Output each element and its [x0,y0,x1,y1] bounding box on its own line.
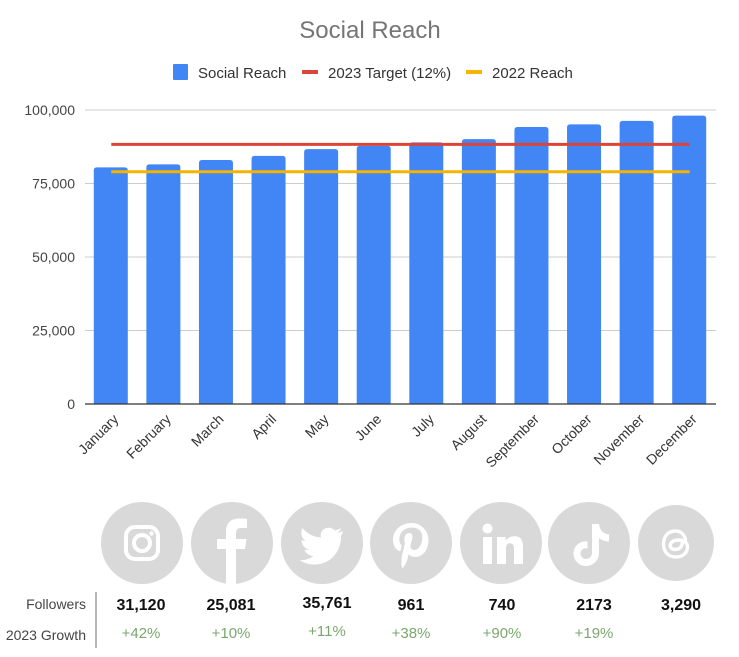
x-tick-label: April [248,411,279,442]
legend-swatch [302,70,318,74]
bar-february [146,164,181,404]
x-tick-label: February [123,411,174,462]
chart-title: Social Reach [299,17,440,44]
bar-september [514,127,549,404]
growth-value: +10% [211,625,251,642]
social-reach-chart: Social Reach Social Reach 2023 Target (12… [24,17,716,471]
bar-may [304,149,339,404]
x-tick-label: November [590,411,647,468]
bar-january [93,167,128,404]
chart-gridlines [85,109,716,331]
stat-column-twitter: 35,761 +11% [282,592,372,646]
followers-value: 35,761 [302,595,352,612]
stat-column-threads: 3,290 [636,592,726,648]
legend-label: 2022 Reach [492,65,573,82]
y-tick-label: 50,000 [32,249,75,265]
legend-label: 2023 Target (12%) [328,65,451,82]
y-tick-label: 25,000 [32,323,75,339]
x-tick-label: June [352,411,385,444]
followers-value: 2173 [576,597,612,614]
stat-column-facebook: 25,081 +10% [186,592,276,648]
followers-value: 31,120 [116,597,166,614]
growth-value: +38% [391,625,431,642]
growth-value: +11% [308,623,346,640]
x-tick-label: August [447,411,489,453]
pinterest-icon [370,502,452,584]
y-tick-label: 75,000 [32,176,75,192]
stat-column-instagram: 31,120 +42% [96,592,186,648]
bar-july [409,142,444,404]
followers-value: 3,290 [660,597,702,614]
x-tick-label: December [643,411,700,468]
legend-label: Social Reach [198,65,286,82]
x-tick-label: January [75,411,122,458]
bar-december [672,115,707,404]
x-tick-label: October [548,411,595,458]
legend-item: 2022 Reach [466,65,573,82]
threads-icon [635,502,717,584]
followers-value: 961 [397,597,425,614]
line-series [111,142,690,174]
followers-value: 25,081 [206,597,256,614]
twitter-icon [281,502,363,584]
growth-value: +19% [574,625,614,642]
legend-swatch [466,70,482,74]
followers-value: 740 [488,597,516,614]
y-axis-ticks: 0 25,000 50,000 75,000 100,000 [24,102,75,412]
bar-october [567,124,602,404]
bar-series [93,115,707,405]
bar-april [251,155,286,404]
growth-label: 2023 Growth [5,627,86,643]
x-axis-ticks: January February March April May June July Augu… [75,411,700,471]
bar-march [198,159,233,404]
legend-swatch [173,64,188,80]
y-tick-label: 0 [67,396,75,412]
stats-labels: Followers 2023 Growth [0,592,86,652]
stat-column-pinterest: 961 +38% [366,592,456,648]
linkedin-icon [460,502,542,584]
x-tick-label: July [408,411,437,440]
legend-item: 2023 Target (12%) [302,65,451,82]
tiktok-icon [548,502,630,584]
legend-item: Social Reach [173,64,286,82]
instagram-icon [101,502,183,584]
bar-august [461,139,496,404]
stat-column-tiktok: 2173 +19% [549,592,639,648]
followers-label: Followers [26,596,86,612]
chart-legend: Social Reach 2023 Target (12%) 2022 Reach [173,64,573,82]
stats-divider [95,592,97,648]
x-tick-label: March [188,411,227,450]
bar-june [356,145,391,405]
stat-column-linkedin: 740 +90% [457,592,547,648]
x-tick-label: May [302,411,332,441]
x-tick-label: September [482,411,542,471]
growth-value: +90% [482,625,522,642]
bar-november [619,120,654,405]
y-tick-label: 100,000 [24,102,75,118]
growth-value [636,620,726,648]
growth-value: +42% [121,625,161,642]
facebook-icon [191,502,273,584]
